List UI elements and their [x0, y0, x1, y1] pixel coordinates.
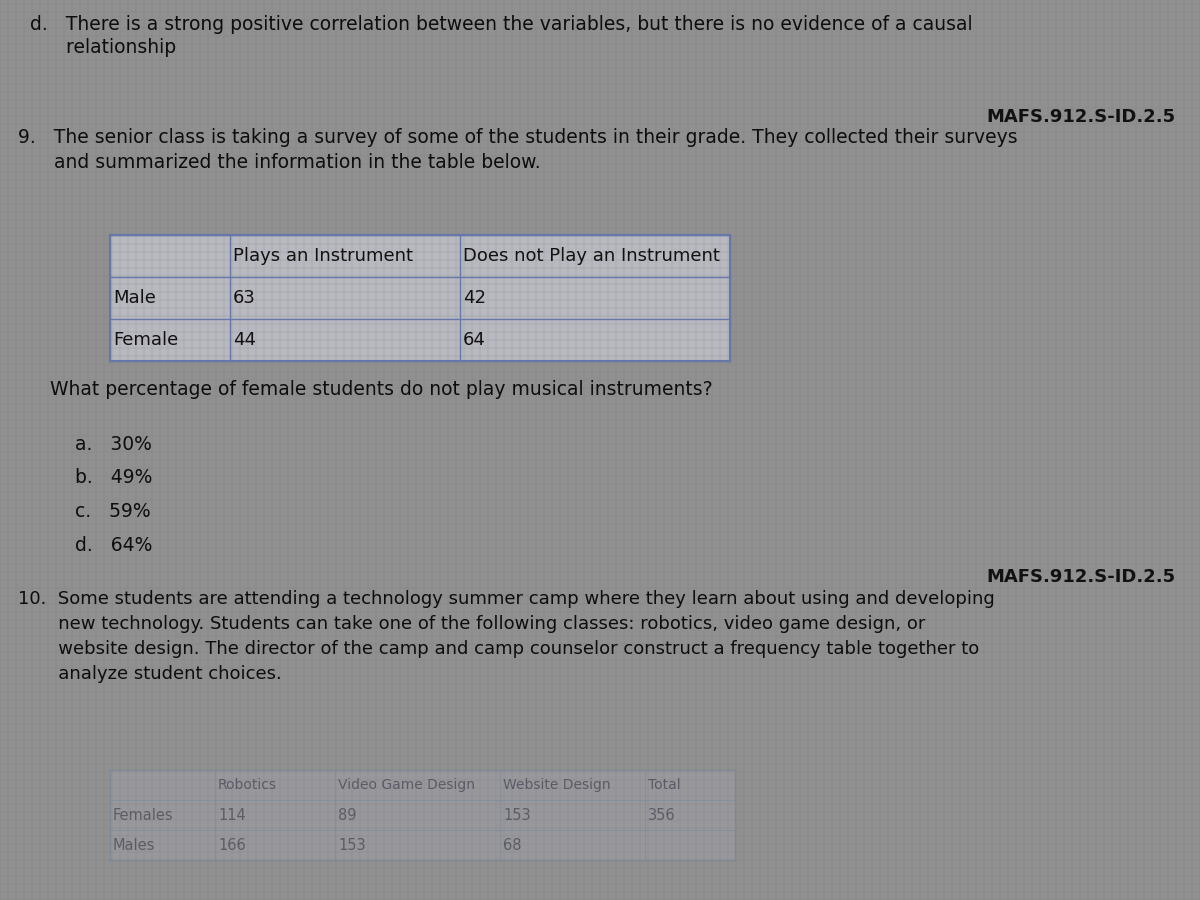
Text: 356: 356	[648, 807, 676, 823]
Text: 68: 68	[503, 838, 522, 852]
Text: What percentage of female students do not play musical instruments?: What percentage of female students do no…	[50, 380, 713, 399]
Text: 44: 44	[233, 331, 256, 349]
Text: Females: Females	[113, 807, 174, 823]
Text: Males: Males	[113, 838, 155, 852]
Text: Does not Play an Instrument: Does not Play an Instrument	[463, 247, 720, 265]
Text: Total: Total	[648, 778, 680, 792]
Text: 64: 64	[463, 331, 486, 349]
Text: 9.   The senior class is taking a survey of some of the students in their grade.: 9. The senior class is taking a survey o…	[18, 128, 1018, 147]
Text: b.   49%: b. 49%	[74, 468, 152, 487]
Text: Robotics: Robotics	[218, 778, 277, 792]
Text: 166: 166	[218, 838, 246, 852]
Text: d.   There is a strong positive correlation between the variables, but there is : d. There is a strong positive correlatio…	[30, 15, 973, 34]
Text: Female: Female	[113, 331, 179, 349]
Text: relationship: relationship	[30, 38, 176, 57]
FancyBboxPatch shape	[110, 770, 734, 860]
Text: website design. The director of the camp and camp counselor construct a frequenc: website design. The director of the camp…	[18, 640, 979, 658]
Text: Website Design: Website Design	[503, 778, 611, 792]
Text: d.   64%: d. 64%	[74, 536, 152, 555]
Text: 114: 114	[218, 807, 246, 823]
Text: 89: 89	[338, 807, 356, 823]
Text: 153: 153	[338, 838, 366, 852]
Text: MAFS.912.S-ID.2.5: MAFS.912.S-ID.2.5	[986, 108, 1175, 126]
Text: and summarized the information in the table below.: and summarized the information in the ta…	[18, 153, 541, 172]
Text: new technology. Students can take one of the following classes: robotics, video : new technology. Students can take one of…	[18, 615, 925, 633]
Text: Male: Male	[113, 289, 156, 307]
Text: Video Game Design: Video Game Design	[338, 778, 475, 792]
Text: 10.  Some students are attending a technology summer camp where they learn about: 10. Some students are attending a techno…	[18, 590, 995, 608]
Text: 42: 42	[463, 289, 486, 307]
FancyBboxPatch shape	[110, 235, 730, 361]
Text: MAFS.912.S-ID.2.5: MAFS.912.S-ID.2.5	[986, 568, 1175, 586]
Text: a.   30%: a. 30%	[74, 435, 152, 454]
Text: c.   59%: c. 59%	[74, 502, 151, 521]
Text: 153: 153	[503, 807, 530, 823]
Text: analyze student choices.: analyze student choices.	[18, 665, 282, 683]
Text: Plays an Instrument: Plays an Instrument	[233, 247, 413, 265]
Text: 63: 63	[233, 289, 256, 307]
